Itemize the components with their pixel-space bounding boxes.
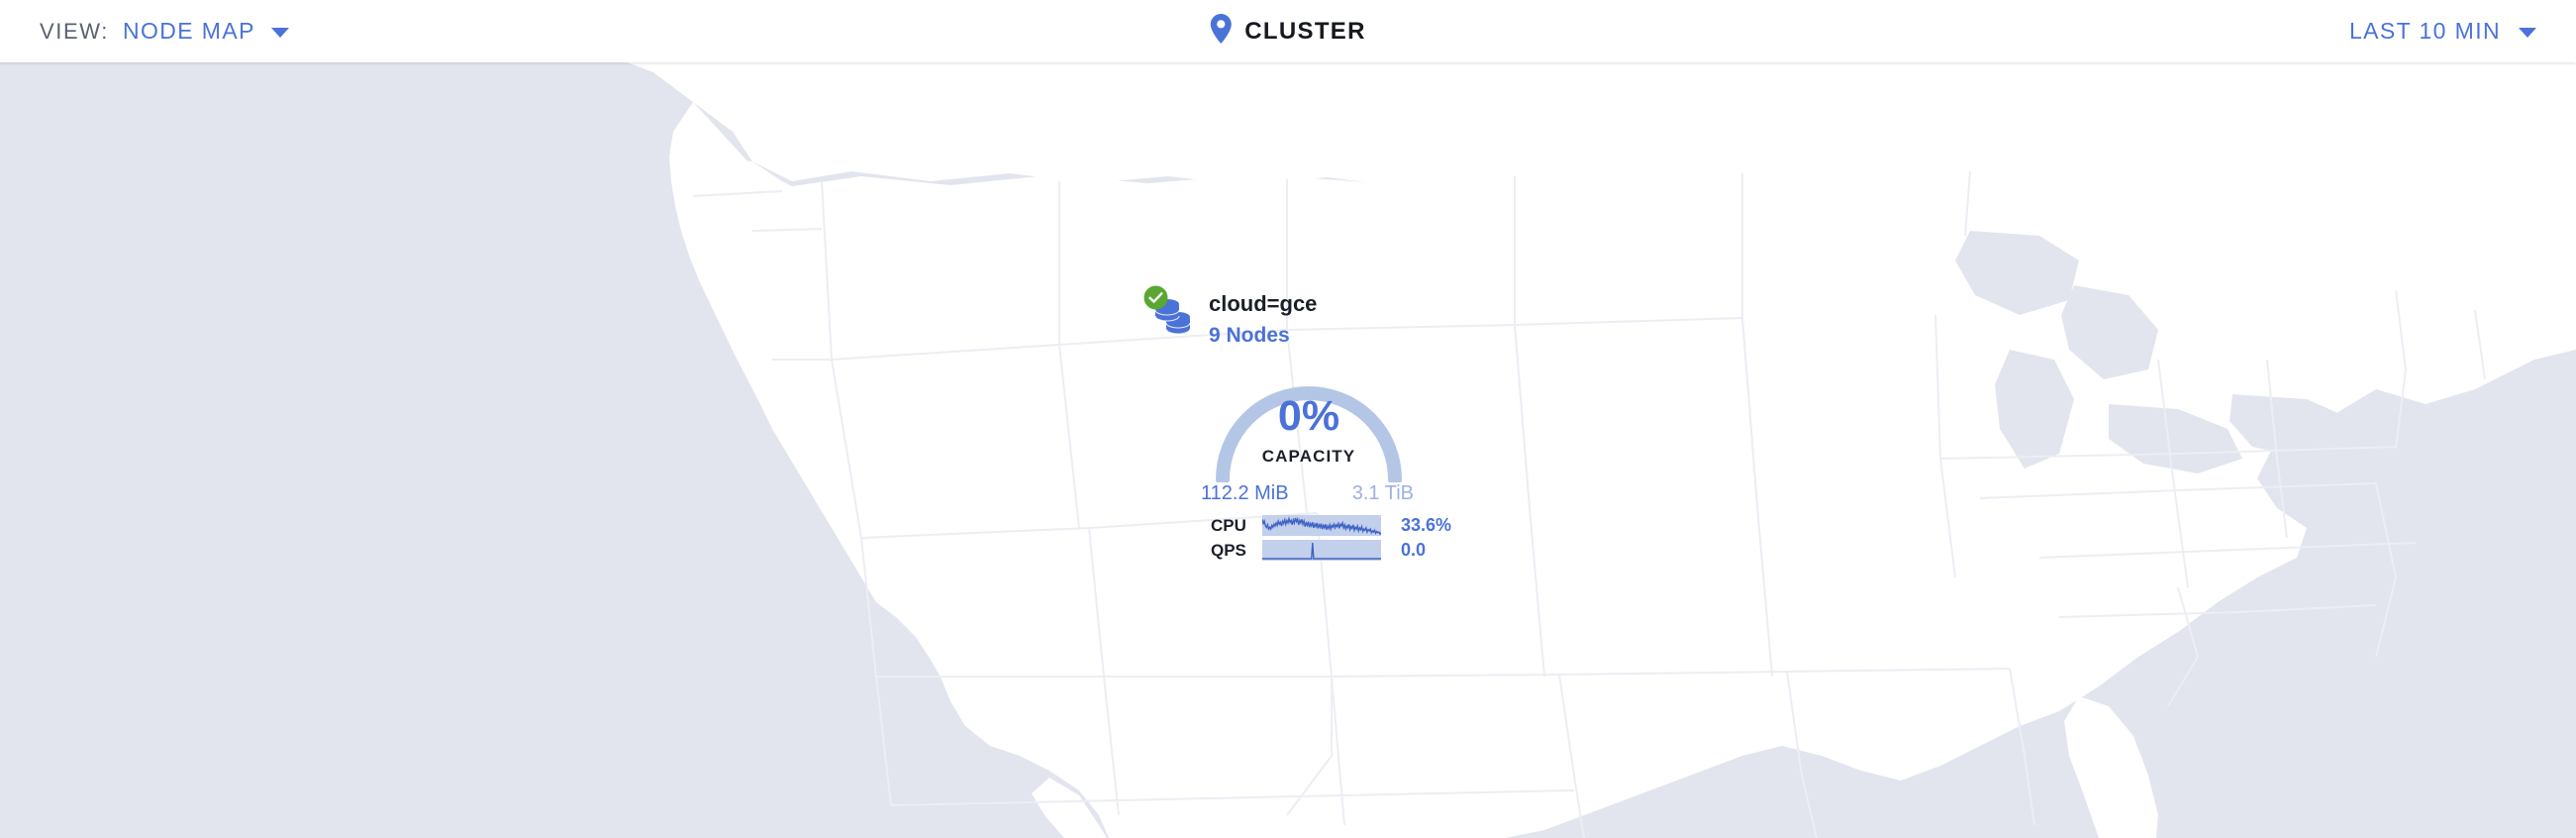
capacity-total-value: 3.1 TiB: [1351, 482, 1414, 504]
cluster-title: CLUSTER: [1210, 0, 1365, 62]
metric-value-cpu: 33.6%: [1401, 515, 1452, 535]
chevron-down-icon[interactable]: [2519, 28, 2536, 38]
us-map-graphic: [627, 62, 2576, 838]
qps-sparkline: [1262, 540, 1381, 561]
database-stack-icon: [1151, 297, 1193, 342]
app-header: VIEW: NODE MAP CLUSTER LAST 10 MIN: [0, 0, 2576, 62]
capacity-gauge-arc: [1216, 386, 1402, 482]
node-header[interactable]: cloud=gce 9 Nodes: [1143, 285, 1451, 346]
capacity-gauge[interactable]: 0% CAPACITY: [1205, 349, 1413, 482]
capacity-values-row: 112.2 MiB 3.1 TiB: [1201, 482, 1414, 505]
cpu-sparkline: [1262, 515, 1381, 536]
us-landmass: [627, 62, 2576, 838]
capacity-percent: 0%: [1277, 391, 1340, 440]
node-metrics: CPU 33.6% QPS 0.0: [1211, 513, 1451, 563]
state-borders: [692, 170, 2486, 838]
check-circle-icon: [1143, 285, 1168, 315]
view-selected-value[interactable]: NODE MAP: [122, 18, 255, 44]
node-map-canvas[interactable]: [0, 62, 2576, 838]
capacity-used-value: 112.2 MiB: [1201, 482, 1289, 504]
node-icon-group: [1143, 285, 1199, 341]
chevron-down-icon[interactable]: [270, 28, 289, 38]
metric-value-qps: 0.0: [1401, 540, 1427, 560]
cluster-node-widget[interactable]: cloud=gce 9 Nodes 0% CAPACITY 112.2 MiB …: [1143, 285, 1451, 563]
metric-row[interactable]: QPS 0.0: [1211, 538, 1451, 563]
time-range-value[interactable]: LAST 10 MIN: [2348, 18, 2501, 44]
node-count[interactable]: 9 Nodes: [1209, 324, 1290, 347]
metric-row[interactable]: CPU 33.6%: [1211, 513, 1451, 538]
cluster-title-text: CLUSTER: [1244, 17, 1366, 45]
node-name: cloud=gce: [1209, 291, 1318, 316]
map-pin-icon: [1210, 14, 1232, 49]
metric-label-cpu: CPU: [1211, 515, 1246, 535]
great-lakes: [1955, 231, 2356, 473]
capacity-caption: CAPACITY: [1261, 446, 1356, 466]
view-label: VIEW:: [40, 18, 109, 44]
node-labels: cloud=gce 9 Nodes: [1209, 285, 1318, 347]
capacity-gauge-center: 0% CAPACITY: [1205, 349, 1413, 482]
view-control[interactable]: VIEW: NODE MAP: [40, 0, 289, 62]
time-range-control[interactable]: LAST 10 MIN: [2349, 0, 2536, 62]
metric-label-qps: QPS: [1211, 540, 1246, 560]
